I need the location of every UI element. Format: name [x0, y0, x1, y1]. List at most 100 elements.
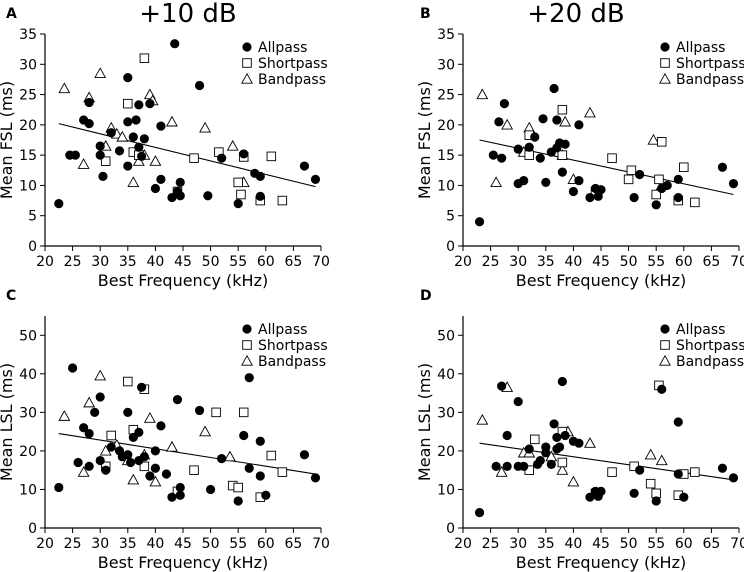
allpass-point [679, 492, 689, 502]
x-tick-label: 55 [229, 254, 247, 270]
allpass-point [172, 395, 183, 405]
allpass-point [123, 161, 133, 171]
allpass-point [244, 373, 254, 383]
shortpass-point [277, 467, 288, 477]
allpass-point [150, 183, 160, 194]
allpass-point [84, 119, 94, 129]
allpass-point [128, 132, 138, 142]
x-tick-label: 55 [229, 536, 247, 552]
bandpass-point [58, 410, 71, 421]
allpass-point [673, 469, 683, 479]
x-tick-label: 45 [592, 254, 610, 270]
series-allpass [54, 39, 321, 209]
y-tick-label: 5 [446, 209, 455, 225]
allpass-point [139, 452, 149, 462]
legend-label-allpass: Allpass [676, 40, 725, 56]
allpass-point [717, 162, 728, 172]
allpass-point [552, 115, 562, 125]
bandpass-point [476, 413, 489, 425]
allpass-point [73, 457, 83, 468]
x-tick-label: 70 [730, 536, 744, 552]
allpass-point [560, 139, 570, 149]
allpass-point [519, 175, 529, 186]
allpass-point [84, 428, 94, 439]
allpass-point [194, 80, 205, 91]
x-tick-label: 20 [36, 536, 54, 552]
legend-marker-allpass [660, 324, 670, 334]
x-axis-label: Best Frequency (kHz) [98, 271, 268, 290]
allpass-point [95, 141, 105, 151]
allpass-point [557, 376, 567, 387]
series-shortpass [524, 380, 700, 500]
allpass-point [538, 114, 548, 124]
x-axis-label: Best Frequency (kHz) [516, 553, 686, 572]
shortpass-point [106, 430, 116, 441]
bandpass-point [501, 118, 514, 130]
allpass-point [530, 132, 540, 142]
allpass-point [175, 482, 185, 493]
allpass-point [145, 99, 155, 109]
y-axis-label: Mean LSL (ms) [415, 363, 434, 481]
allpass-point [95, 455, 105, 466]
panel-letter: C [6, 288, 16, 304]
y-tick-label: 0 [446, 521, 455, 537]
allpass-point [106, 442, 116, 452]
x-tick-label: 70 [730, 254, 744, 270]
allpass-point [574, 175, 584, 186]
x-tick-label: 40 [564, 536, 582, 552]
allpass-point [574, 120, 584, 130]
y-tick-label: 30 [19, 405, 37, 421]
bandpass-point [149, 155, 162, 166]
x-tick-label: 30 [509, 536, 527, 552]
allpass-point [717, 463, 728, 473]
allpass-point [497, 381, 507, 391]
x-tick-label: 65 [702, 536, 720, 552]
allpass-point [194, 405, 205, 416]
allpass-point [310, 174, 321, 184]
bandpass-point [495, 465, 508, 477]
legend-label-bandpass: Bandpass [676, 72, 744, 88]
legend-marker-shortpass [660, 340, 670, 350]
shortpass-point [211, 407, 221, 418]
y-tick-label: 5 [28, 209, 37, 225]
y-tick-label: 35 [19, 27, 37, 43]
x-tick-label: 30 [91, 536, 109, 552]
y-tick-label: 0 [446, 239, 455, 255]
allpass-point [233, 496, 243, 506]
bandpass-point [127, 473, 140, 485]
y-tick-label: 0 [28, 521, 37, 537]
y-tick-label: 30 [437, 405, 455, 421]
shortpass-point [266, 151, 277, 162]
allpass-point [217, 153, 227, 163]
allpass-point [299, 450, 310, 460]
x-tick-label: 40 [564, 254, 582, 270]
x-axis-label: Best Frequency (kHz) [516, 271, 686, 290]
shortpass-point [607, 153, 617, 163]
legend-marker-bandpass [241, 354, 253, 366]
allpass-point [134, 142, 144, 152]
shortpass-point [626, 165, 637, 176]
shortpass-point [189, 465, 199, 475]
allpass-point [574, 438, 584, 448]
allpass-point [167, 492, 177, 502]
bandpass-point [583, 106, 596, 118]
allpass-point [549, 83, 559, 94]
bandpass-point [143, 412, 156, 423]
x-tick-label: 25 [64, 536, 82, 552]
allpass-point [134, 427, 144, 438]
shortpass-point [236, 189, 246, 200]
x-tick-label: 25 [64, 254, 82, 270]
allpass-point [728, 473, 739, 483]
allpass-point [474, 217, 485, 227]
bandpass-point [94, 369, 107, 381]
allpass-point [629, 192, 639, 203]
bandpass-point [116, 130, 129, 142]
bandpass-point [226, 139, 239, 151]
legend-label-bandpass: Bandpass [676, 354, 744, 370]
allpass-point [233, 199, 243, 209]
x-tick-label: 45 [174, 254, 192, 270]
x-tick-label: 50 [620, 536, 638, 552]
